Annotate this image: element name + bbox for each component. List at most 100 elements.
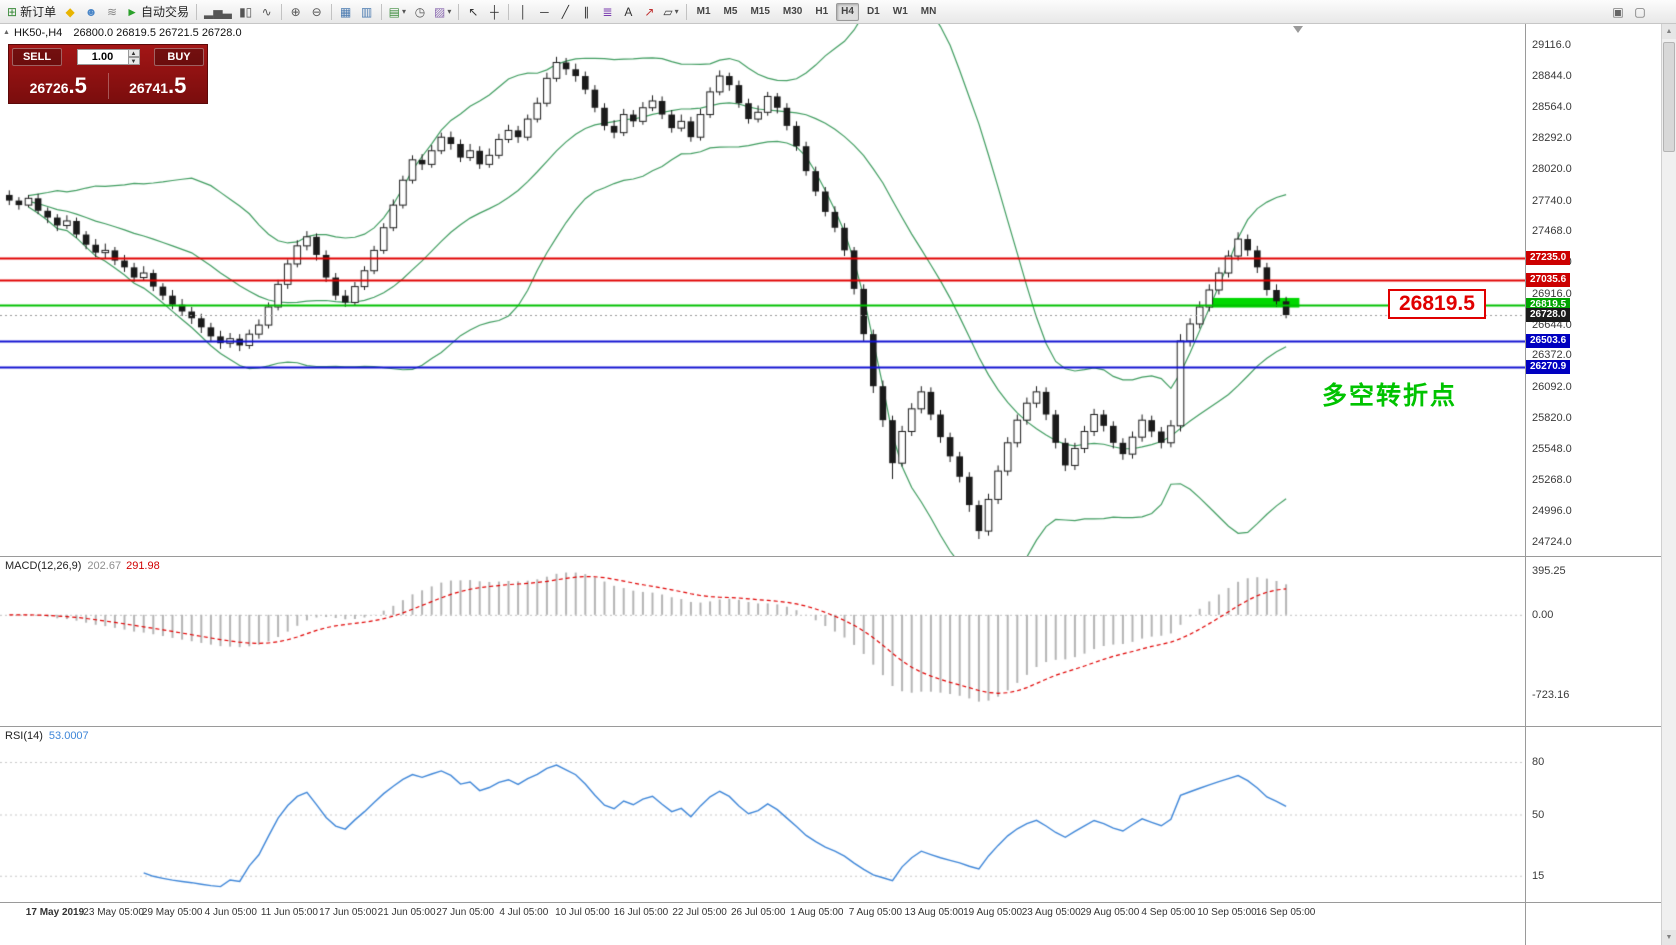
bar-chart-icon: ▂▅▃	[203, 4, 232, 19]
toolbar-separator	[380, 3, 382, 20]
scroll-up-icon[interactable]: ▲	[1662, 24, 1676, 39]
chart-window-icon: ▣	[1612, 4, 1624, 19]
time-axis[interactable]: 17 May 2019 23 May 05:00 29 May 05:00 4 Jun…	[0, 903, 1525, 926]
toolbar-button-chart-window[interactable]: ▣	[1608, 2, 1628, 22]
chart-column: ▲ HK50-,H4 26800.0 26819.5 26721.5 26728…	[0, 24, 1525, 945]
scrollbar-thumb[interactable]	[1663, 42, 1675, 152]
period-clock-icon: ◷	[414, 4, 426, 19]
date-axis-label: 1 Aug 05:00	[790, 907, 844, 918]
toolbar-button-bar-chart[interactable]: ▂▅▃	[201, 2, 235, 22]
panel-separator[interactable]	[0, 726, 1661, 727]
date-axis-label: 4 Jul 05:00	[499, 907, 549, 918]
toolbar-button-market[interactable]: ☻	[81, 2, 101, 22]
toolbar-button-signals[interactable]: ≋	[102, 2, 122, 22]
market-icon: ☻	[84, 4, 98, 19]
horizontal-line-icon: ─	[540, 4, 549, 19]
rsi-axis-label: 50	[1532, 808, 1545, 821]
toolbar-separator	[195, 3, 197, 20]
new-chart-icon: ▤	[388, 4, 401, 19]
timeframe-button-m30[interactable]: M30	[782, 6, 803, 17]
toolbar-button-new-chart[interactable]: ▤ ▾	[386, 2, 409, 22]
toolbar-button-metaeditor[interactable]: ◆	[60, 2, 80, 22]
timeframe-button-h1[interactable]: H1	[815, 6, 829, 17]
sell-button[interactable]: SELL	[12, 48, 62, 66]
rsi-indicator-canvas[interactable]	[0, 727, 1525, 902]
price-axis-label: 28292.0	[1532, 132, 1572, 145]
timeframe-button-h4[interactable]: H4	[836, 2, 859, 21]
toolbar-button-auto-arrange[interactable]: ▥	[357, 2, 377, 22]
toolbar-button-period-clock[interactable]: ◷	[410, 2, 430, 22]
toolbar-button-cursor[interactable]: ↖	[463, 2, 483, 22]
toolbar-button-zoom-out[interactable]: ⊖	[307, 2, 327, 22]
date-axis-label: 4 Jun 05:00	[204, 907, 257, 918]
date-axis-label: 16 Jul 05:00	[613, 907, 669, 918]
toolbar-button-candlestick-chart[interactable]: ▮▯	[236, 2, 256, 22]
timeframe-button-m15[interactable]: M15	[750, 6, 770, 17]
date-axis-label: 17 May 2019	[25, 907, 85, 918]
toolbar-button-workspace[interactable]: ▢	[1630, 2, 1650, 22]
toolbar-button-trendline[interactable]: ╱	[555, 2, 575, 22]
toolbar-button-zoom-in[interactable]: ⊕	[286, 2, 306, 22]
buy-price: 26741.5	[129, 73, 187, 98]
date-axis-label: 16 Sep 05:00	[1255, 907, 1316, 918]
price-axis-label: 27468.0	[1532, 225, 1572, 238]
toolbar-button-horizontal-line[interactable]: ─	[534, 2, 554, 22]
metaeditor-icon: ◆	[65, 4, 75, 19]
collapse-panel-icon[interactable]: ▲	[3, 29, 10, 36]
ohlc-values: 26800.0 26819.5 26721.5 26728.0	[73, 27, 242, 39]
toolbar-button-vertical-line[interactable]: │	[513, 2, 533, 22]
toolbar-button-equidistant-channel[interactable]: ∥	[576, 2, 596, 22]
rsi-axis-label: 15	[1532, 869, 1545, 882]
macd-indicator-label: MACD(12,26,9) 202.67 291.98	[5, 560, 160, 572]
vertical-scrollbar[interactable]: ▲ ▼	[1661, 24, 1676, 945]
price-axis-label: 27740.0	[1532, 194, 1572, 207]
date-axis-label: 26 Jul 05:00	[730, 907, 786, 918]
trendline-icon: ╱	[561, 4, 569, 19]
price-axis-label: 28020.0	[1532, 162, 1572, 175]
date-axis-label: 23 May 05:00	[83, 907, 144, 918]
scroll-down-icon[interactable]: ▼	[1662, 930, 1676, 945]
timeframe-button-w1[interactable]: W1	[892, 6, 908, 17]
toolbar-button-crosshair[interactable]: ┼	[484, 2, 504, 22]
main-chart-canvas[interactable]	[0, 24, 1525, 556]
volume-decrease-button[interactable]: ▼	[128, 57, 140, 65]
toolbar-separator	[508, 3, 510, 20]
shapes-icon: ▱	[663, 4, 673, 19]
price-annotation-label: 26819.5	[1388, 289, 1486, 319]
timeframe-button-mn[interactable]: MN	[920, 6, 937, 17]
date-axis-label: 10 Jul 05:00	[555, 907, 610, 918]
date-axis-label: 7 Aug 05:00	[848, 907, 903, 918]
toolbar-button-fibonacci[interactable]: ≣	[597, 2, 617, 22]
toolbar-button-shapes[interactable]: ▱ ▾	[660, 2, 681, 22]
volume-input[interactable]	[76, 49, 129, 65]
autotrading-icon: ►	[126, 4, 138, 19]
chart-shift-marker-icon[interactable]	[1293, 26, 1303, 33]
price-axis-label: 28564.0	[1532, 101, 1572, 114]
price-axis-label: 25268.0	[1532, 474, 1572, 487]
price-marker: 26270.9	[1526, 359, 1571, 374]
timeframe-button-m1[interactable]: M1	[696, 6, 711, 17]
toolbar-button-text[interactable]: A	[618, 2, 638, 22]
dropdown-arrow-icon: ▾	[674, 7, 679, 16]
date-axis-label: 21 Jun 05:00	[377, 907, 436, 918]
toolbar-label-new-order: 新订单	[20, 5, 57, 19]
toolbar-button-line-chart[interactable]: ∿	[257, 2, 277, 22]
crosshair-icon: ┼	[490, 4, 499, 19]
toolbar-button-autotrading[interactable]: ► 自动交易	[123, 2, 192, 22]
date-axis-label: 10 Sep 05:00	[1197, 907, 1257, 918]
panel-separator[interactable]	[0, 556, 1661, 557]
price-marker: 26728.0	[1526, 308, 1571, 323]
toolbar-button-templates[interactable]: ▨ ▾	[431, 2, 454, 22]
price-axis[interactable]: 29116.0 28844.0 28564.0 28292.0 28020.0 27740…	[1525, 24, 1661, 945]
toolbar-button-tile-windows[interactable]: ▦	[336, 2, 356, 22]
macd-indicator-canvas[interactable]	[0, 557, 1525, 726]
timeframe-button-m5[interactable]: M5	[723, 6, 738, 17]
toolbar-button-new-order[interactable]: ⊞ 新订单	[4, 2, 59, 22]
timeframe-button-d1[interactable]: D1	[866, 6, 880, 17]
price-marker: 27035.6	[1526, 273, 1571, 288]
buy-button[interactable]: BUY	[154, 48, 204, 66]
toolbar-button-arrow-tool[interactable]: ↗	[639, 2, 659, 22]
fibonacci-icon: ≣	[602, 4, 613, 19]
templates-icon: ▨	[434, 4, 446, 19]
volume-increase-button[interactable]: ▲	[128, 49, 140, 57]
